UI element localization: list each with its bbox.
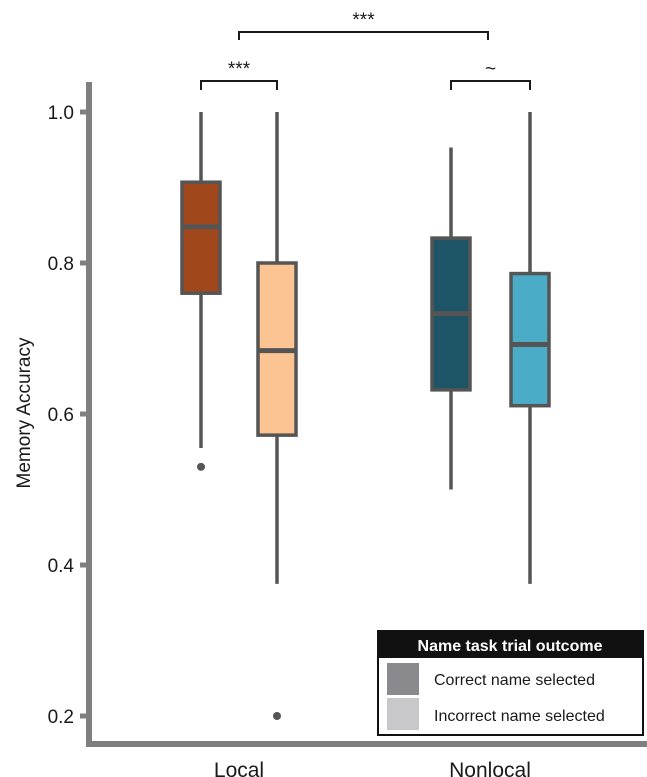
x-category-label: Local xyxy=(214,759,264,777)
y-ticks: 0.2 0.4 0.6 0.8 1.0 xyxy=(48,103,89,728)
significance-label: *** xyxy=(228,59,251,80)
significance-label: ~ xyxy=(485,59,496,80)
box-3 xyxy=(430,147,472,490)
bracket-line xyxy=(200,80,278,90)
y-tick-label: 0.6 xyxy=(48,405,74,426)
bracket-local-vs-nonlocal: *** xyxy=(238,10,489,40)
legend-swatch-correct xyxy=(387,663,419,695)
legend: Name task trial outcome Correct name sel… xyxy=(377,630,644,736)
legend-title: Name task trial outcome xyxy=(418,638,603,655)
significance-label: *** xyxy=(352,10,375,31)
iqr-box xyxy=(509,271,551,408)
outlier-point xyxy=(197,462,205,471)
y-tick-label: 0.2 xyxy=(48,707,74,728)
y-tick-label: 1.0 xyxy=(48,103,74,124)
x-category-label: Nonlocal xyxy=(449,759,531,777)
legend-label-correct: Correct name selected xyxy=(434,672,595,689)
bracket-nonlocal: ~ xyxy=(450,59,531,90)
y-tick-label: 0.4 xyxy=(48,556,75,577)
legend-label-incorrect: Incorrect name selected xyxy=(434,708,605,725)
box-series xyxy=(180,112,551,720)
bracket-line xyxy=(450,80,531,90)
box-4 xyxy=(509,112,551,584)
iqr-box xyxy=(180,180,222,295)
bracket-line xyxy=(238,31,489,40)
legend-swatch-incorrect xyxy=(387,698,419,730)
box-2 xyxy=(256,112,298,720)
legend-header xyxy=(378,631,643,658)
outlier-point xyxy=(273,712,281,720)
box-1 xyxy=(180,112,222,471)
y-axis-title: Memory Accuracy xyxy=(14,337,35,488)
significance-brackets: *** ~ *** xyxy=(200,10,531,90)
y-tick-label: 0.8 xyxy=(48,254,74,275)
bracket-local: *** xyxy=(200,59,278,90)
x-category-labels: Local Nonlocal xyxy=(214,759,531,777)
